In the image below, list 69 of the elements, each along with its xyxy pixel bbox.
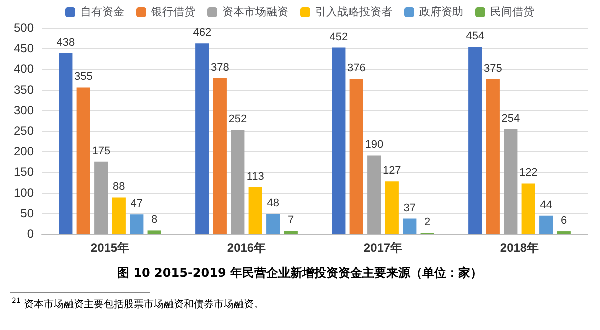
data-label: 122 [519,167,538,180]
y-tick-label: 50 [20,206,34,220]
bar [213,78,227,234]
bar [94,162,108,234]
bar [522,184,536,234]
x-tick-label: 2016年 [227,241,266,255]
data-label: 378 [210,62,230,74]
y-tick-label: 150 [14,165,34,180]
data-label: 37 [404,202,416,214]
data-label: 7 [288,214,294,227]
bar [148,230,162,234]
y-tick-label: 500 [14,21,34,35]
y-tick-label: 450 [14,42,34,56]
data-label: 2 [424,216,431,229]
bar [130,214,144,234]
y-tick-label: 0 [27,227,34,241]
data-label: 438 [56,37,76,50]
y-tick-label: 250 [14,124,34,138]
bar [504,129,518,234]
bar [468,46,482,234]
data-label: 88 [112,181,126,194]
y-tick-label: 350 [14,82,34,97]
legend-label: 自有资金 [80,6,124,18]
bar [112,198,126,234]
bar [59,54,73,234]
data-label: 47 [130,198,143,210]
bar [231,130,245,234]
data-label: 113 [246,170,264,183]
x-tick-label: 2015年 [90,241,130,255]
text: $^{21}$ 资本市场融资主要包括股票市场融资和债券市场融资。 [12,297,266,312]
bar [284,231,298,234]
data-label: 355 [74,71,93,84]
data-label: 6 [561,215,568,228]
data-label: 376 [347,62,366,75]
x-tick-label: 2018年 [500,241,540,255]
bar [350,79,364,234]
bar [332,48,346,234]
bar [486,80,500,234]
data-label: 375 [484,63,502,75]
legend-label: 资本市场融资 [222,6,288,18]
text: 图 10 2015-2019 年民营企业新增投资资金主要来源（单位：家） [116,265,484,282]
data-label: 175 [92,145,111,158]
bar [540,216,554,234]
bar [368,156,382,234]
legend-label: 政府资助 [420,6,464,18]
y-tick-label: 400 [14,62,34,76]
data-label: 48 [267,198,280,210]
bar [385,182,399,234]
legend-label: 引入战略投资者 [316,6,392,18]
data-label: 252 [228,114,248,126]
legend-label: 银行借贷 [150,6,196,18]
y-tick-label: 200 [14,144,34,159]
bar [248,187,262,234]
data-label: 8 [152,214,158,226]
y-tick-label: 100 [14,186,34,200]
data-label: 44 [540,199,552,212]
x-tick-label: 2017年 [364,241,403,255]
data-label: 254 [502,112,520,125]
bar [76,88,90,234]
data-label: 462 [193,27,212,40]
y-tick-label: 300 [14,103,34,118]
bar [403,218,417,234]
bar [196,44,210,234]
data-label: 452 [330,31,348,44]
legend-label: 民间借贷 [490,6,534,18]
data-label: 454 [466,30,485,42]
bar [266,214,280,234]
data-label: 190 [365,139,384,152]
data-label: 127 [382,165,402,178]
